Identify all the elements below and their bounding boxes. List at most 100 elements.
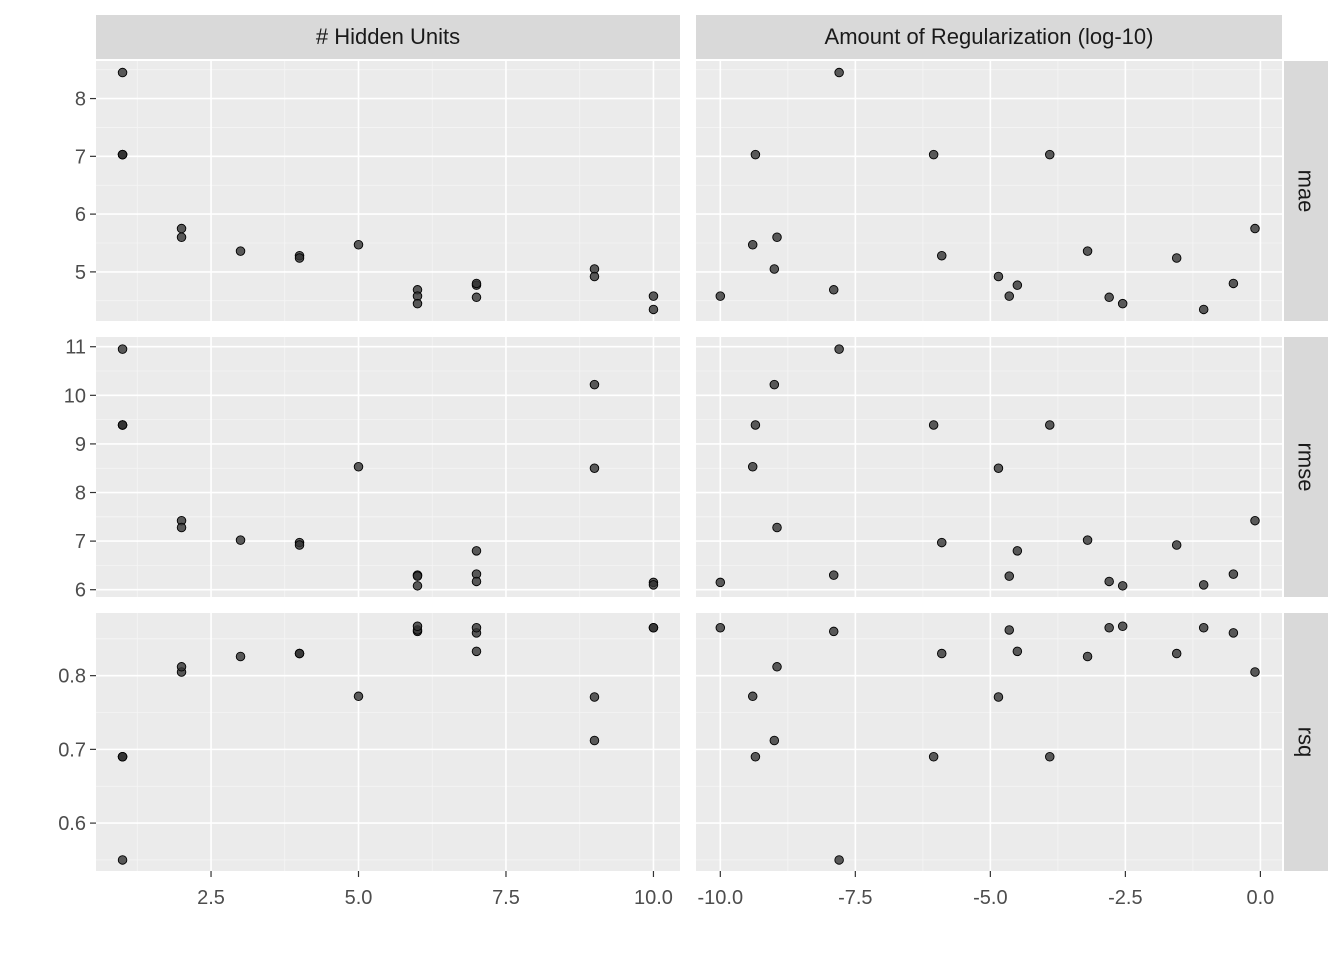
data-point-mae-penalty-4 (1250, 223, 1260, 234)
x-tick-label-penalty: -2.5 (1108, 887, 1142, 909)
data-point-rsq-penalty-6 (1082, 651, 1093, 662)
x-tick-label-hidden: 5.0 (345, 887, 373, 909)
data-point-rmse-penalty-9 (747, 462, 758, 472)
data-point-rmse-penalty-13 (1012, 546, 1023, 556)
y-tick-label-mae: 5 (75, 262, 86, 284)
data-point-rmse-hidden-12 (412, 581, 423, 591)
data-point-mae-hidden-14 (471, 278, 482, 289)
data-point-rmse-penalty-1 (750, 420, 761, 430)
strip-label-penalty: Amount of Regularization (log-10) (825, 24, 1154, 49)
y-tick-label-mae: 8 (75, 89, 86, 111)
y-tick-label-rsq: 0.7 (58, 739, 86, 761)
data-point-mae-hidden-4 (176, 223, 187, 234)
data-point-mae-penalty-8 (1171, 253, 1182, 263)
y-tick-label-mae: 6 (75, 204, 86, 226)
data-point-rmse-penalty-19 (1198, 580, 1209, 590)
data-point-rsq-penalty-7 (936, 648, 947, 659)
data-point-rmse-penalty-18 (715, 577, 726, 588)
strip-label-hidden: # Hidden Units (316, 24, 460, 49)
x-tick-label-hidden: 2.5 (197, 887, 225, 909)
data-point-mae-penalty-14 (1228, 278, 1239, 289)
strip-label-rmse: rmse (1294, 443, 1319, 492)
x-tick-label-penalty: 0.0 (1246, 887, 1274, 909)
data-point-rsq-hidden-15 (471, 622, 482, 633)
data-point-mae-hidden-17 (589, 271, 600, 282)
data-point-rsq-hidden-9 (353, 691, 364, 702)
strip-rsq (1284, 613, 1328, 871)
data-point-mae-hidden-15 (471, 292, 482, 303)
data-point-rsq-hidden-0 (117, 855, 128, 865)
data-point-rmse-hidden-3 (117, 420, 128, 430)
y-tick-label-rmse: 8 (75, 483, 86, 505)
data-point-mae-penalty-7 (936, 250, 947, 261)
x-tick-label-penalty: -7.5 (838, 887, 872, 909)
strip-label-mae: mae (1294, 170, 1319, 213)
data-point-rmse-hidden-19 (648, 580, 659, 590)
data-point-rsq-penalty-19 (1198, 622, 1209, 633)
data-point-mae-hidden-9 (353, 239, 364, 250)
data-point-mae-hidden-0 (117, 67, 128, 78)
data-point-mae-penalty-9 (747, 239, 758, 250)
y-tick-label-rmse: 7 (75, 531, 86, 553)
x-tick-label-hidden: 10.0 (634, 887, 673, 909)
panel-background (696, 337, 1282, 597)
y-tick-label-rmse: 11 (65, 337, 86, 359)
panel-mae-hidden (96, 61, 680, 321)
data-point-mae-penalty-0 (834, 67, 844, 78)
data-point-mae-penalty-15 (1104, 292, 1114, 303)
data-point-rmse-hidden-0 (117, 344, 128, 354)
data-point-mae-penalty-3 (1045, 149, 1055, 160)
data-point-rmse-penalty-7 (936, 537, 947, 548)
data-point-rmse-penalty-15 (1104, 576, 1114, 587)
data-point-rmse-hidden-17 (589, 463, 600, 473)
data-point-mae-penalty-19 (1198, 304, 1209, 315)
strip-hidden (96, 15, 680, 59)
data-point-rmse-penalty-8 (1171, 540, 1182, 550)
data-point-rmse-penalty-10 (828, 570, 839, 580)
data-point-rsq-penalty-14 (1228, 628, 1239, 638)
data-point-rmse-hidden-16 (589, 379, 600, 390)
data-point-rmse-hidden-8 (294, 540, 305, 550)
panel-rmse-penalty (696, 337, 1282, 597)
data-point-mae-penalty-2 (928, 149, 939, 160)
data-point-rmse-penalty-0 (834, 344, 844, 354)
data-point-mae-hidden-5 (176, 232, 187, 242)
data-point-rsq-penalty-15 (1104, 622, 1114, 633)
data-point-rsq-penalty-8 (1171, 648, 1182, 659)
data-point-mae-penalty-17 (993, 271, 1004, 282)
data-point-rmse-penalty-11 (1004, 571, 1015, 581)
x-tick-label-penalty: -5.0 (973, 887, 1007, 909)
panel-mae-penalty (696, 61, 1282, 321)
data-point-rmse-penalty-4 (1250, 515, 1260, 526)
data-point-rsq-hidden-19 (648, 622, 659, 633)
data-point-rsq-penalty-9 (747, 691, 758, 702)
data-point-mae-hidden-8 (294, 253, 305, 263)
data-point-rmse-hidden-5 (176, 522, 187, 533)
data-point-rmse-hidden-9 (353, 462, 364, 472)
data-point-rsq-hidden-6 (235, 651, 246, 662)
panel-rmse-hidden (96, 337, 680, 597)
panel-background (96, 613, 680, 871)
y-tick-label-rmse: 10 (64, 385, 86, 407)
data-point-rmse-penalty-14 (1228, 569, 1239, 579)
data-point-rmse-hidden-13 (471, 546, 482, 556)
data-point-rsq-hidden-13 (471, 646, 482, 657)
data-point-rsq-penalty-4 (1250, 667, 1260, 677)
data-point-rsq-hidden-12 (412, 621, 423, 632)
data-point-mae-penalty-10 (828, 285, 839, 295)
data-point-rmse-penalty-2 (928, 420, 939, 430)
data-point-mae-penalty-16 (769, 264, 780, 274)
data-point-rsq-penalty-13 (1012, 646, 1023, 657)
data-point-rmse-penalty-6 (1082, 535, 1093, 545)
data-point-rsq-penalty-3 (1045, 751, 1055, 762)
data-point-rsq-penalty-1 (750, 751, 761, 762)
data-point-rsq-hidden-17 (589, 692, 600, 702)
data-point-rsq-penalty-2 (928, 751, 939, 762)
panel-rsq-penalty (696, 613, 1282, 871)
data-point-rsq-hidden-3 (117, 751, 128, 762)
data-point-mae-penalty-12 (1117, 298, 1128, 309)
panel-background (96, 61, 680, 321)
strip-penalty (696, 15, 1282, 59)
data-point-mae-penalty-13 (1012, 280, 1023, 290)
